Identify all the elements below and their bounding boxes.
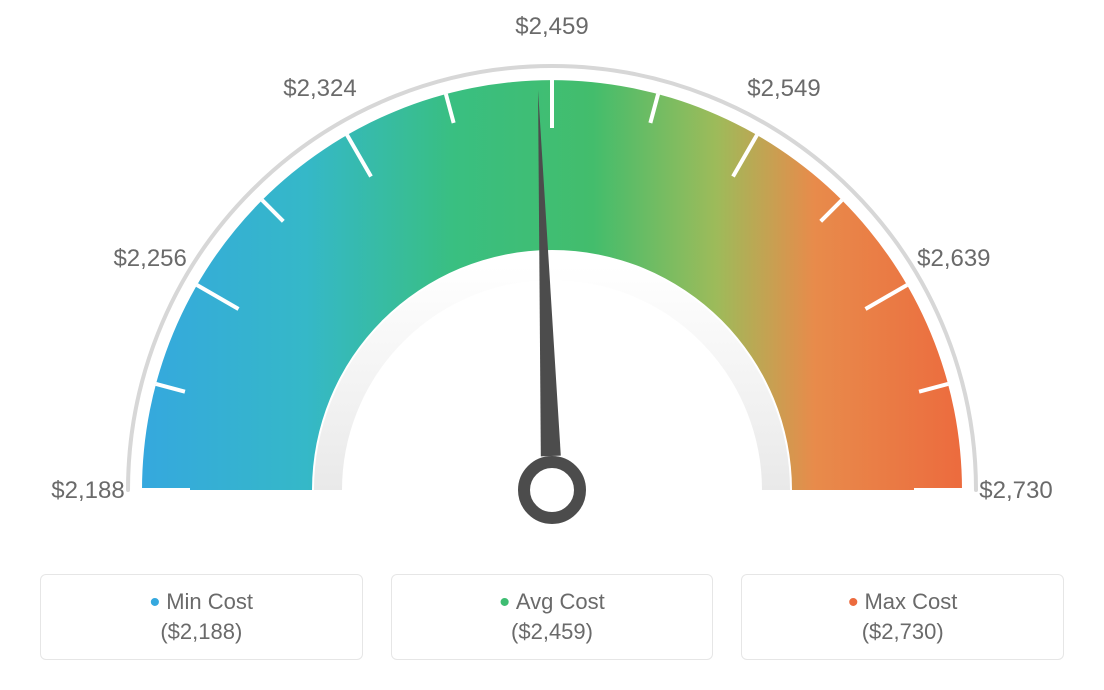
gauge-tick-label: $2,459 (515, 13, 588, 40)
legend-title: •Min Cost (51, 589, 352, 615)
legend-card: •Avg Cost ($2,459) (391, 574, 714, 660)
legend-value: ($2,188) (51, 619, 352, 645)
gauge-tick-label: $2,188 (51, 477, 124, 504)
legend-title-text: Avg Cost (516, 589, 605, 614)
gauge-svg: $2,188 $2,256 $2,324 $2,459 $2,549 $2,639 $2,7… (0, 0, 1104, 560)
cost-gauge: $2,188 $2,256 $2,324 $2,459 $2,549 $2,639 $2,7… (0, 0, 1104, 560)
legend-value: ($2,459) (402, 619, 703, 645)
gauge-tick-label: $2,256 (113, 245, 186, 272)
legend-row: •Min Cost($2,188)•Avg Cost($2,459)•Max C… (0, 560, 1104, 660)
legend-title: •Avg Cost (402, 589, 703, 615)
legend-value: ($2,730) (752, 619, 1053, 645)
legend-title-text: Min Cost (166, 589, 253, 614)
legend-title-text: Max Cost (864, 589, 957, 614)
gauge-tick-label: $2,639 (917, 245, 990, 272)
legend-title: •Max Cost (752, 589, 1053, 615)
legend-dot-icon: • (499, 586, 510, 619)
gauge-tick-label: $2,549 (747, 75, 820, 102)
legend-dot-icon: • (848, 586, 859, 619)
gauge-tick-label: $2,730 (979, 477, 1052, 504)
legend-dot-icon: • (150, 586, 161, 619)
gauge-tick-label: $2,324 (283, 75, 356, 102)
legend-card: •Min Cost ($2,188) (40, 574, 363, 660)
gauge-hub (524, 462, 580, 518)
legend-card: •Max Cost ($2,730) (741, 574, 1064, 660)
